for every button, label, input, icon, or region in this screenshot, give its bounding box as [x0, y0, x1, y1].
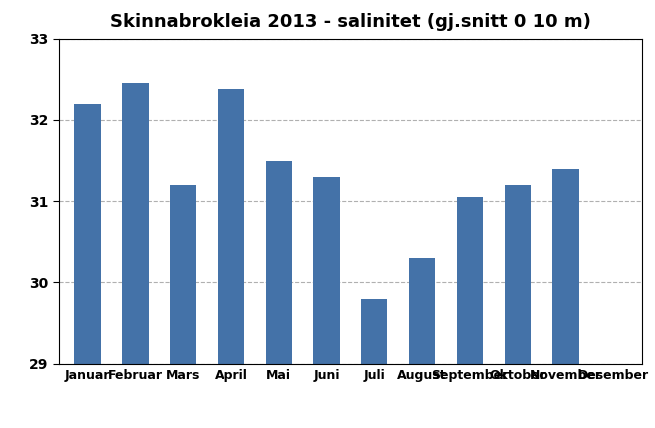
- Bar: [313, 177, 340, 428]
- Bar: [361, 299, 388, 428]
- Bar: [409, 258, 435, 428]
- Bar: [266, 160, 292, 428]
- Bar: [122, 83, 149, 428]
- Title: Skinnabrokleia 2013 - salinitet (gj.snitt 0 10 m): Skinnabrokleia 2013 - salinitet (gj.snit…: [110, 13, 591, 31]
- Bar: [457, 197, 483, 428]
- Bar: [75, 104, 101, 428]
- Bar: [504, 185, 531, 428]
- Bar: [170, 185, 196, 428]
- Bar: [552, 169, 578, 428]
- Bar: [218, 89, 244, 428]
